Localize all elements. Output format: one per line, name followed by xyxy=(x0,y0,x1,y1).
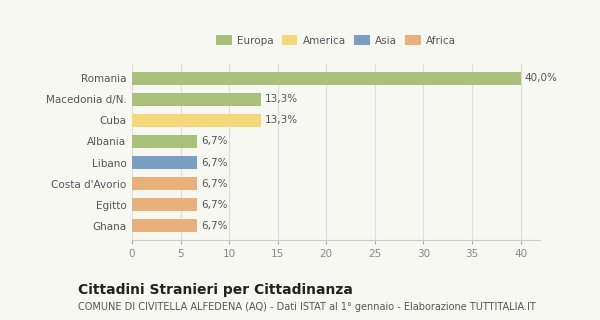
Text: 6,7%: 6,7% xyxy=(201,157,227,168)
Text: Cittadini Stranieri per Cittadinanza: Cittadini Stranieri per Cittadinanza xyxy=(78,283,353,297)
Bar xyxy=(132,114,261,127)
Bar xyxy=(132,135,197,148)
Bar xyxy=(132,72,521,84)
Bar xyxy=(132,177,197,190)
Text: 6,7%: 6,7% xyxy=(201,200,227,210)
Bar xyxy=(132,156,197,169)
Text: 6,7%: 6,7% xyxy=(201,136,227,147)
Text: 40,0%: 40,0% xyxy=(524,73,557,83)
Text: 13,3%: 13,3% xyxy=(265,116,298,125)
Text: COMUNE DI CIVITELLA ALFEDENA (AQ) - Dati ISTAT al 1° gennaio - Elaborazione TUTT: COMUNE DI CIVITELLA ALFEDENA (AQ) - Dati… xyxy=(78,302,536,312)
Text: 13,3%: 13,3% xyxy=(265,94,298,104)
Bar xyxy=(132,198,197,211)
Text: 6,7%: 6,7% xyxy=(201,221,227,231)
Bar xyxy=(132,220,197,232)
Bar xyxy=(132,93,261,106)
Text: 6,7%: 6,7% xyxy=(201,179,227,188)
Legend: Europa, America, Asia, Africa: Europa, America, Asia, Africa xyxy=(212,30,460,50)
